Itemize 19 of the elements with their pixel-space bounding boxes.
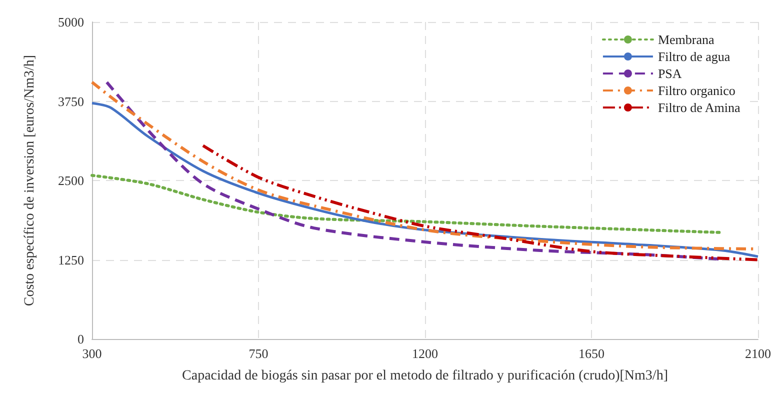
legend-label: Filtro de Amina — [658, 100, 741, 115]
x-tick-label: 2100 — [745, 346, 771, 361]
legend-label: Membrana — [658, 32, 714, 47]
y-tick-label: 0 — [78, 332, 84, 346]
x-tick-label: 1200 — [412, 346, 438, 361]
y-axis-title: Costo específico de inversion [euros/Nm3/h] — [22, 54, 38, 306]
legend-label: Filtro de agua — [658, 49, 730, 64]
x-tick-label: 750 — [248, 346, 268, 361]
x-tick-label: 300 — [82, 346, 102, 361]
legend-label: PSA — [658, 66, 682, 81]
legend-label: Filtro organico — [658, 83, 736, 98]
y-tick-label: 2500 — [58, 173, 84, 188]
line-series — [90, 174, 722, 234]
y-tick-label: 5000 — [58, 14, 84, 30]
y-tick-label: 1250 — [58, 252, 84, 268]
x-tick-label: 1650 — [578, 346, 604, 361]
y-tick-label: 3750 — [58, 94, 84, 109]
x-axis-title: Capacidad de biogás sin pasar por el metodo de filtrado y purificación (crudo)[Nm3/h] — [182, 368, 668, 384]
line-series — [202, 144, 760, 262]
